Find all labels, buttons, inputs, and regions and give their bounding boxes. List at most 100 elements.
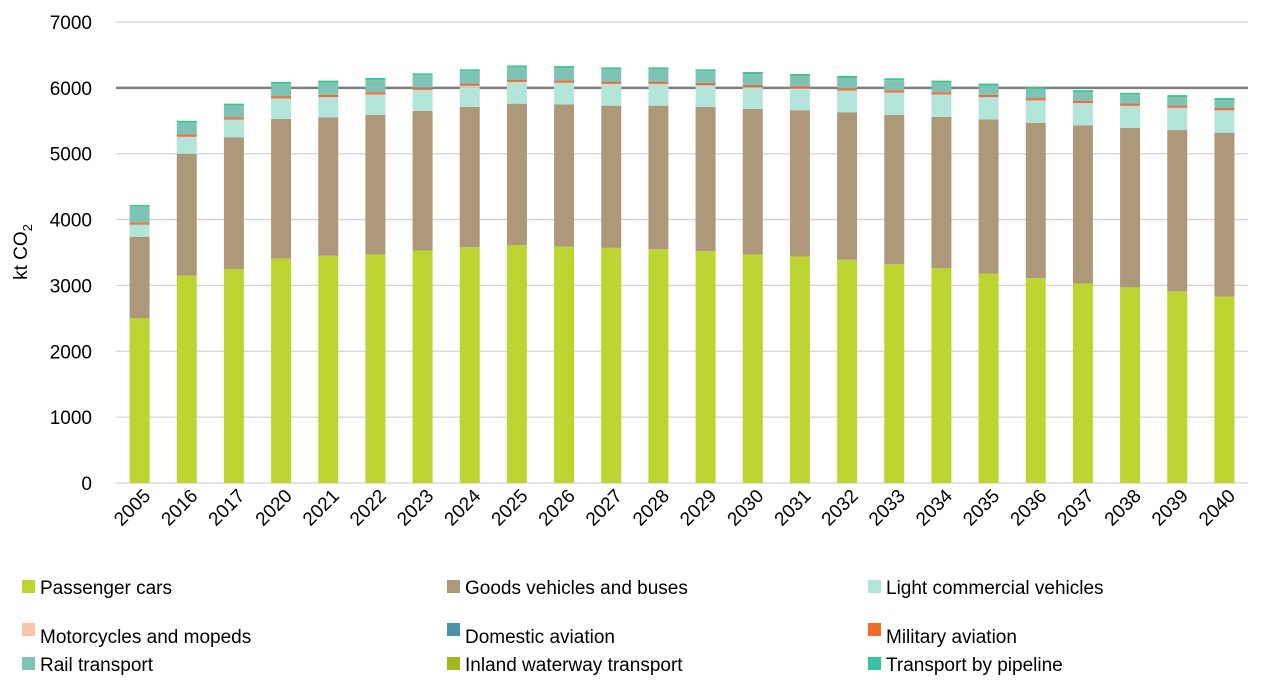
bar-segment-0 [223, 268, 244, 483]
y-tick-label: 0 [81, 474, 92, 495]
x-tick-label: 2030 [724, 486, 769, 531]
bar-segment-8 [1120, 92, 1141, 95]
bar-segment-6 [223, 105, 244, 118]
bar-segment-8 [223, 103, 244, 106]
x-axis-ticks: 2005 2016 2017 2020 2021 2022 2023 2024 2025 2026… [110, 485, 1240, 530]
bar-segment-6 [271, 84, 292, 97]
bar-segment-4 [459, 85, 480, 86]
bar-segment-6 [176, 123, 197, 135]
bar-segment-4 [271, 97, 292, 99]
bar-segment-0 [789, 256, 810, 483]
bar-segment-6 [365, 80, 386, 93]
bar-segment-8 [1072, 90, 1093, 93]
bar-segment-4 [601, 83, 622, 84]
bar-segment-0 [506, 245, 527, 483]
bar-segment-5 [789, 86, 810, 88]
bar-segment-2 [129, 225, 150, 237]
bar-segment-0 [601, 247, 622, 483]
x-tick-label: 2034 [912, 485, 957, 530]
bar-segment-8 [789, 74, 810, 77]
bar-segment-5 [554, 80, 575, 82]
y-tick-label: 6000 [50, 79, 92, 100]
bar-segment-4 [789, 87, 810, 89]
bar-segment-1 [978, 119, 999, 274]
bar-segment-4 [978, 96, 999, 98]
bar-segment-6 [1120, 95, 1141, 104]
bar-segment-1 [129, 236, 150, 319]
bar-segment-6 [554, 68, 575, 81]
y-tick-label: 4000 [50, 211, 92, 232]
bar-segment-2 [789, 89, 810, 111]
bar-segment-0 [978, 273, 999, 483]
bar-segment-1 [1214, 132, 1235, 297]
bar-segment-2 [978, 98, 999, 120]
bar-segment-6 [648, 69, 669, 82]
bar-segment-6 [1214, 100, 1235, 108]
bar-segment-5 [223, 117, 244, 119]
bar-segment-8 [1025, 87, 1046, 90]
bar-segment-1 [648, 105, 669, 250]
bar-segment-6 [978, 85, 999, 95]
bar-segment-3 [412, 89, 433, 92]
x-tick-label: 2023 [393, 486, 438, 531]
x-tick-label: 2031 [771, 486, 816, 531]
bar-segment-8 [1214, 98, 1235, 101]
bar-segment-4 [837, 89, 858, 91]
x-tick-label: 2017 [205, 486, 250, 531]
bar-segment-0 [459, 247, 480, 483]
bar-segment-8 [412, 73, 433, 76]
bar-segment-0 [1120, 287, 1141, 483]
bar-segment-6 [129, 207, 150, 223]
x-tick-label: 2038 [1101, 486, 1146, 531]
bar-segment-0 [742, 254, 763, 483]
bar-segment-3 [1214, 110, 1235, 112]
bar-segment-6 [412, 75, 433, 88]
bar-segment-0 [1025, 278, 1046, 483]
bar-segment-8 [318, 80, 339, 83]
bar-segment-4 [1214, 109, 1235, 111]
bar-segment-2 [318, 98, 339, 118]
bar-segment-1 [1072, 125, 1093, 284]
bar-segment-5 [648, 81, 669, 84]
bar-segment-1 [223, 137, 244, 269]
bar-segment-5 [884, 90, 905, 92]
bar-segment-3 [601, 83, 622, 86]
bar-segment-2 [931, 95, 952, 117]
bar-segment-8 [1167, 95, 1188, 98]
x-tick-label: 2020 [252, 486, 297, 531]
bar-segment-3 [365, 94, 386, 96]
bar-segment-5 [1120, 103, 1141, 105]
bar-segment-5 [978, 94, 999, 97]
bar-segment-6 [1025, 89, 1046, 99]
bar-segment-0 [837, 259, 858, 483]
bar-segment-1 [884, 114, 905, 265]
x-tick-label: 2025 [488, 486, 533, 531]
bar-segment-5 [506, 79, 527, 82]
bar-segment-8 [365, 77, 386, 80]
bar-segment-0 [1072, 283, 1093, 483]
bar-segment-2 [1214, 111, 1235, 133]
x-tick-label: 2036 [1007, 486, 1052, 531]
bar-segment-4 [365, 93, 386, 95]
bar-segment-2 [1167, 108, 1188, 131]
bar-segment-3 [978, 97, 999, 99]
bar-segment-5 [837, 88, 858, 90]
bar-segment-6 [742, 74, 763, 85]
y-axis-label: kt CO2 [11, 224, 35, 280]
bar-segment-1 [601, 105, 622, 248]
bar-segment-5 [459, 83, 480, 86]
bar-segment-2 [648, 85, 669, 106]
bar-segment-8 [742, 72, 763, 75]
bar-segment-6 [789, 76, 810, 87]
bar-segment-0 [884, 264, 905, 483]
bar-segment-0 [129, 318, 150, 483]
bar-segment-4 [223, 118, 244, 120]
bar-segment-2 [1025, 101, 1046, 123]
bar-segment-4 [554, 81, 575, 83]
x-tick-label: 2021 [299, 486, 344, 531]
x-tick-label: 2032 [818, 486, 863, 531]
bar-segment-2 [1120, 106, 1141, 129]
bar-segment-6 [695, 71, 716, 83]
bar-segment-1 [365, 114, 386, 255]
